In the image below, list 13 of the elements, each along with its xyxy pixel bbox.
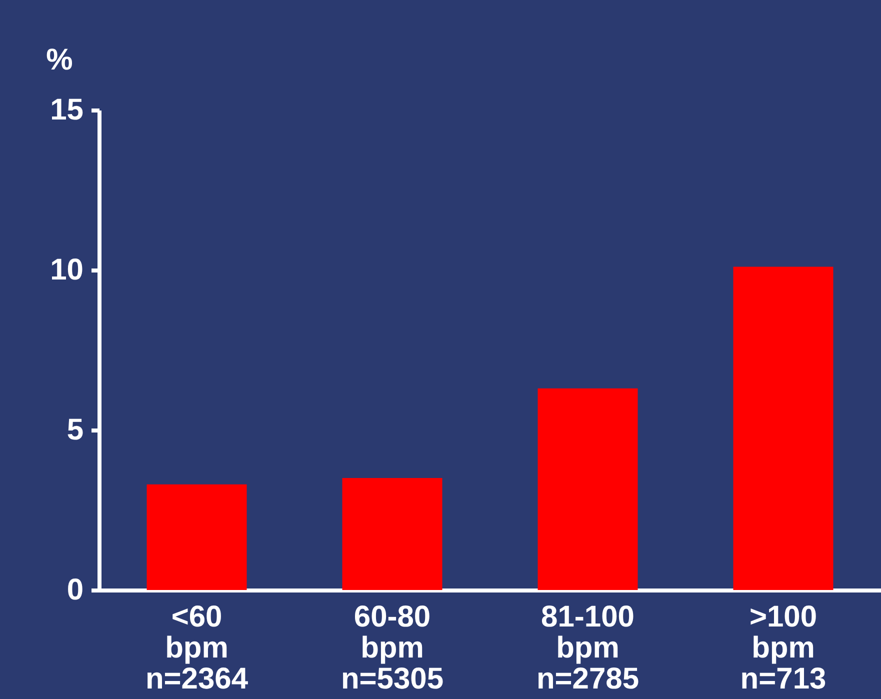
y-axis-title: % — [46, 44, 73, 76]
x-tick-label: >100 bpm n=713 — [740, 600, 826, 696]
y-tick-label: 5 — [66, 414, 84, 446]
x-tick-label: 81-100 bpm n=2785 — [536, 600, 640, 696]
bar — [733, 266, 834, 590]
y-tick-label: 10 — [50, 254, 84, 286]
bar — [342, 478, 442, 590]
x-tick-label: <60 bpm n=2364 — [145, 600, 248, 696]
bar — [538, 388, 638, 590]
y-tick-label: 15 — [50, 94, 84, 126]
bar — [146, 484, 247, 590]
y-tick-label: 0 — [66, 574, 84, 606]
x-tick-label: 60-80 bpm n=5305 — [340, 600, 444, 696]
